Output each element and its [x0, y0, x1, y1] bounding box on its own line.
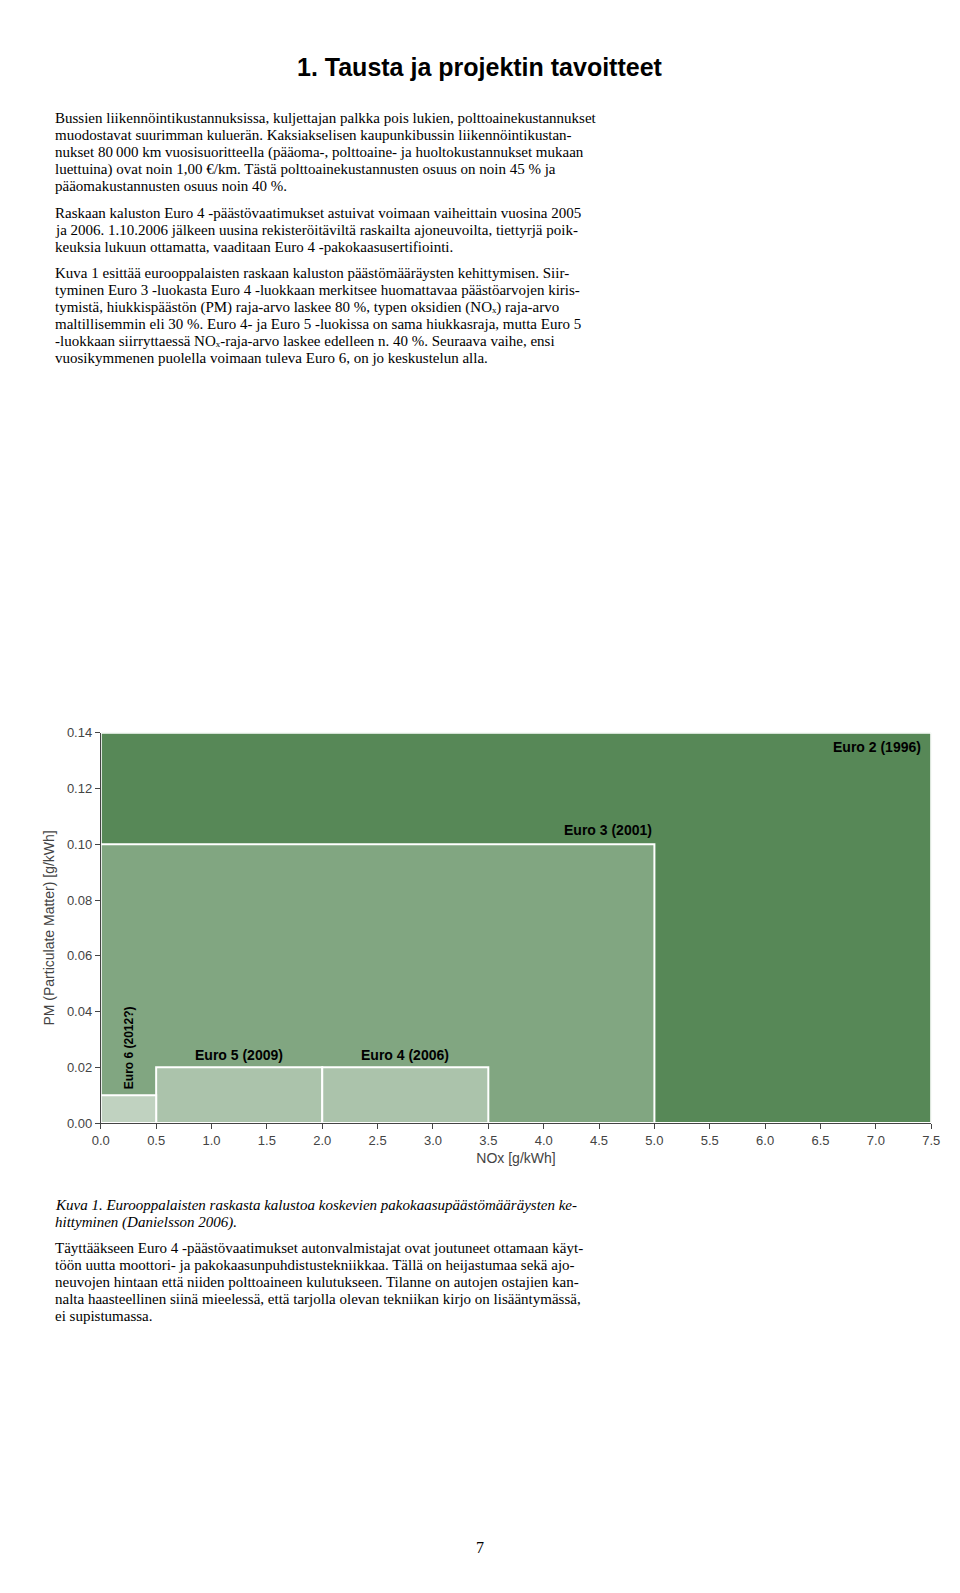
- svg-text:Täyttääkseen Euro 4 -päästövaa: Täyttääkseen Euro 4 -päästövaatimukset a…: [55, 1240, 583, 1256]
- svg-text:0.14: 0.14: [67, 725, 92, 740]
- svg-text:0.12: 0.12: [67, 781, 92, 796]
- svg-text:3.5: 3.5: [479, 1133, 497, 1148]
- svg-text:0.06: 0.06: [67, 948, 92, 963]
- svg-text:Euro 3 (2001): Euro 3 (2001): [564, 822, 652, 838]
- svg-text:5.0: 5.0: [645, 1133, 663, 1148]
- svg-text:Kuva 1 esittää eurooppalaisten: Kuva 1 esittää eurooppalaisten raskaan k…: [55, 265, 569, 281]
- svg-text:ja 2006. 1.10.2006 jälkeen uus: ja 2006. 1.10.2006 jälkeen uusina rekist…: [55, 222, 578, 238]
- svg-text:Euro 4 (2006): Euro 4 (2006): [361, 1047, 449, 1063]
- svg-text:7.5: 7.5: [922, 1133, 940, 1148]
- svg-text:5.5: 5.5: [701, 1133, 719, 1148]
- svg-text:ei supistumassa.: ei supistumassa.: [55, 1308, 153, 1324]
- svg-text:muodostavat suurimman kuluerän: muodostavat suurimman kuluerän. Kaksiaks…: [55, 127, 572, 143]
- svg-text:tymistä, hiukkispäästön (PM) r: tymistä, hiukkispäästön (PM) raja-arvo l…: [55, 299, 559, 316]
- svg-text:Raskaan kaluston Euro 4 -pääst: Raskaan kaluston Euro 4 -päästövaatimuks…: [55, 205, 581, 221]
- svg-text:vuosikymmenen puolella voimaan: vuosikymmenen puolella voimaan tuleva Eu…: [55, 350, 488, 366]
- svg-text:neuvojen hintaan että niiden p: neuvojen hintaan että niiden polttoainee…: [55, 1274, 579, 1290]
- svg-text:6.5: 6.5: [811, 1133, 829, 1148]
- svg-text:1.0: 1.0: [202, 1133, 220, 1148]
- svg-text:maltillisemmin eli 30 %. Euro: maltillisemmin eli 30 %. Euro 4- ja Euro…: [55, 316, 581, 332]
- svg-text:7: 7: [476, 1539, 484, 1556]
- svg-text:2.0: 2.0: [313, 1133, 331, 1148]
- svg-text:7.0: 7.0: [867, 1133, 885, 1148]
- svg-text:0.00: 0.00: [67, 1116, 92, 1131]
- svg-text:PM (Particulate Matter) [g/kWh: PM (Particulate Matter) [g/kWh]: [41, 830, 57, 1025]
- svg-text:0.10: 0.10: [67, 837, 92, 852]
- svg-text:Euro 2 (1996): Euro 2 (1996): [833, 739, 921, 755]
- svg-text:töön uutta moottori- ja pakoka: töön uutta moottori- ja pakokaasunpuhdis…: [55, 1257, 575, 1273]
- svg-text:hittyminen (Danielsson 2006).: hittyminen (Danielsson 2006).: [55, 1214, 237, 1231]
- svg-text:2.5: 2.5: [369, 1133, 387, 1148]
- svg-text:Euro 6 (2012?): Euro 6 (2012?): [122, 1006, 136, 1089]
- svg-text:3.0: 3.0: [424, 1133, 442, 1148]
- svg-text:tyminen Euro 3 -luokasta Euro: tyminen Euro 3 -luokasta Euro 4 -luokkaa…: [55, 282, 580, 298]
- svg-text:6.0: 6.0: [756, 1133, 774, 1148]
- svg-text:pääomakustannusten osuus noin: pääomakustannusten osuus noin 40 %.: [55, 178, 287, 194]
- svg-text:1. Tausta ja projektin tavoitt: 1. Tausta ja projektin tavoitteet: [297, 53, 663, 81]
- svg-text:nalta haasteellinen siinä miee: nalta haasteellinen siinä mieelessä, ett…: [55, 1291, 581, 1307]
- svg-text:0.0: 0.0: [92, 1133, 110, 1148]
- svg-text:keuksia lukuun ottamatta, vaad: keuksia lukuun ottamatta, vaaditaan Euro…: [55, 239, 453, 255]
- svg-text:-luokkaan siirryttaessä NOₓ-ra: -luokkaan siirryttaessä NOₓ-raja-arvo la…: [55, 333, 555, 349]
- svg-text:Bussien liikennöintikustannuks: Bussien liikennöintikustannuksissa, kulj…: [55, 110, 597, 126]
- svg-text:4.0: 4.0: [535, 1133, 553, 1148]
- svg-text:nukset 80 000 km vuosisuoritte: nukset 80 000 km vuosisuoritteella (pääo…: [55, 144, 584, 161]
- svg-text:Euro 5 (2009): Euro 5 (2009): [195, 1047, 283, 1063]
- svg-text:1.5: 1.5: [258, 1133, 276, 1148]
- svg-text:NOx [g/kWh]: NOx [g/kWh]: [476, 1150, 555, 1166]
- svg-text:luettuina) ovat noin 1,00 €/km: luettuina) ovat noin 1,00 €/km. Tästä po…: [55, 161, 556, 178]
- svg-text:0.02: 0.02: [67, 1060, 92, 1075]
- svg-text:0.5: 0.5: [147, 1133, 165, 1148]
- svg-text:0.08: 0.08: [67, 893, 92, 908]
- svg-text:0.04: 0.04: [67, 1004, 92, 1019]
- svg-text:4.5: 4.5: [590, 1133, 608, 1148]
- svg-text:Kuva 1. Eurooppalaisten raskas: Kuva 1. Eurooppalaisten raskasta kalusto…: [55, 1197, 577, 1213]
